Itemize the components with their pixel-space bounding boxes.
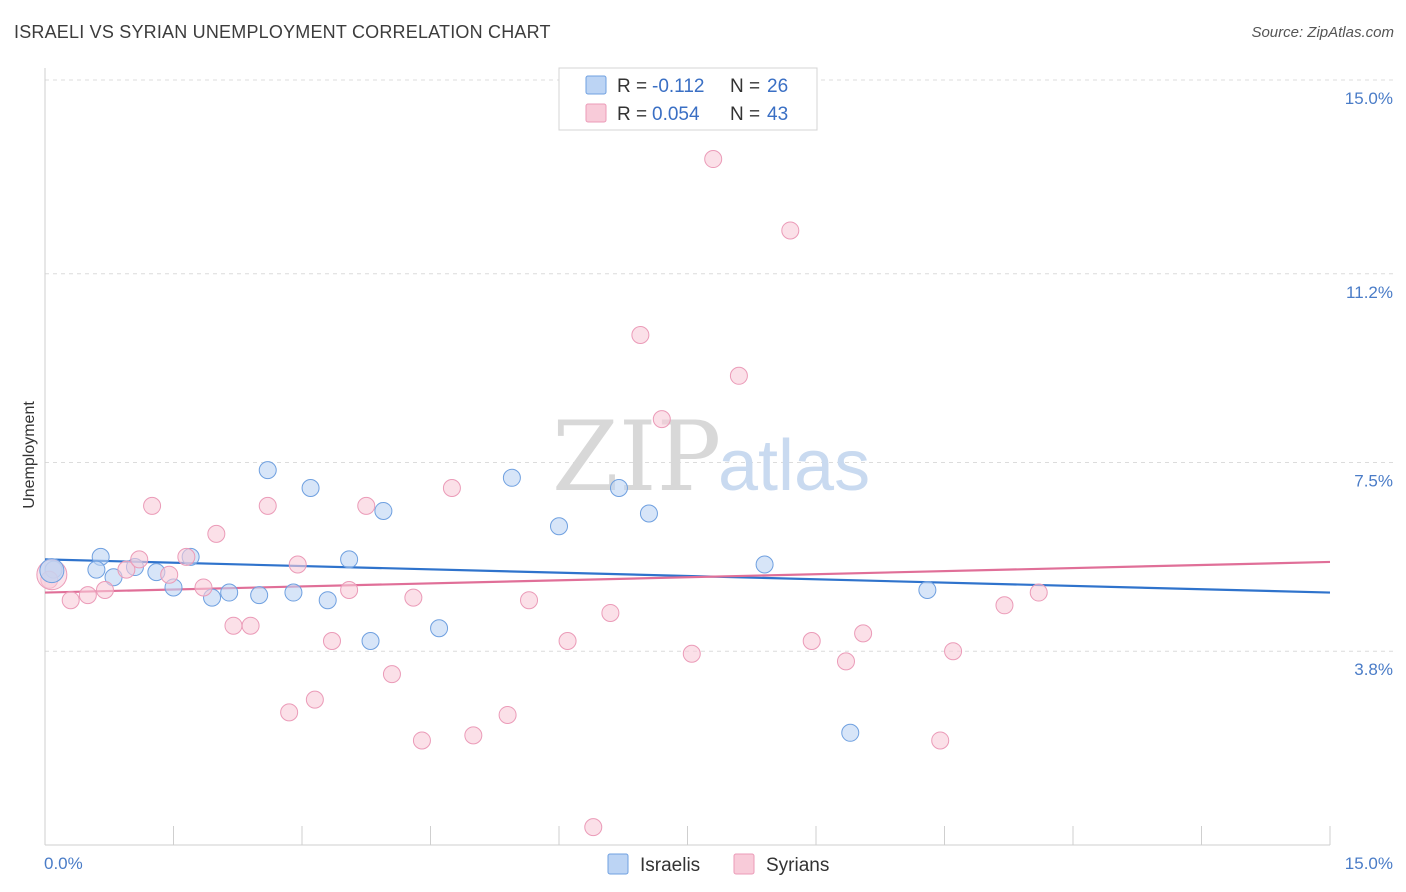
point-syrians-38 — [854, 624, 873, 643]
point-syrians-30 — [631, 326, 650, 344]
point-israelis-10 — [250, 586, 269, 605]
x-tick-labels: 0.0% 15.0% — [44, 854, 1393, 873]
y-tick-label-2: 11.2% — [1346, 283, 1393, 302]
axes — [44, 68, 1331, 846]
point-israelis-15 — [340, 550, 359, 569]
point-syrians-2 — [78, 586, 97, 605]
point-syrians-1 — [61, 591, 80, 610]
point-syrians-12 — [241, 616, 260, 635]
chart-title: ISRAELI VS SYRIAN UNEMPLOYMENT CORRELATI… — [14, 22, 551, 42]
point-syrians-20 — [382, 665, 401, 684]
point-syrians-4 — [117, 560, 136, 579]
point-syrians-13 — [258, 496, 277, 515]
x-tick-label-1: 15.0% — [1345, 854, 1393, 873]
point-syrians-14 — [280, 703, 299, 722]
point-syrians-18 — [340, 581, 359, 599]
point-syrians-16 — [305, 690, 324, 709]
point-syrians-17 — [322, 632, 341, 650]
legend-r-label-syrians: R = — [617, 104, 647, 125]
point-syrians-24 — [464, 726, 483, 745]
point-israelis-22 — [639, 504, 658, 523]
point-syrians-39 — [931, 731, 950, 750]
point-syrians-37 — [836, 652, 855, 671]
point-syrians-32 — [682, 644, 701, 663]
y-tick-label-0: 3.8% — [1354, 660, 1393, 679]
chart-source: Source: ZipAtlas.com — [1251, 24, 1394, 41]
point-israelis-18 — [430, 619, 449, 638]
point-syrians-21 — [404, 588, 423, 607]
legend-n-label-israelis: N = — [730, 76, 760, 97]
point-syrians-7 — [160, 565, 179, 584]
bottom-legend-swatch-syrians — [733, 853, 755, 875]
point-syrians-29 — [601, 603, 620, 622]
point-syrians-8 — [177, 547, 196, 566]
legend-r-value-israelis: -0.112 — [652, 76, 704, 97]
point-syrians-23 — [442, 479, 461, 497]
cluster-point-israelis — [39, 558, 65, 584]
y-tick-labels: 3.8% 7.5% 11.2% 15.0% — [1345, 89, 1393, 679]
y-tick-label-3: 15.0% — [1345, 89, 1393, 108]
point-israelis-21 — [609, 479, 628, 497]
point-israelis-23 — [755, 555, 774, 574]
bottom-legend-label-israelis: Israelis — [640, 855, 700, 876]
point-israelis-14 — [318, 591, 337, 610]
legend-r-value-syrians: 0.054 — [652, 104, 700, 125]
legend-r-label-israelis: R = — [617, 76, 647, 97]
trend-line-israelis — [44, 558, 1331, 594]
point-israelis-16 — [361, 632, 380, 650]
watermark-atlas: atlas — [718, 426, 870, 506]
point-israelis-20 — [550, 517, 568, 536]
point-israelis-19 — [502, 468, 521, 487]
point-israelis-2 — [87, 560, 106, 579]
point-israelis-25 — [918, 581, 937, 599]
point-syrians-10 — [207, 524, 226, 543]
point-syrians-15 — [288, 555, 307, 574]
legend-n-value-syrians: 43 — [767, 104, 788, 125]
point-syrians-25 — [498, 705, 517, 724]
point-israelis-24 — [841, 723, 860, 742]
y-axis-title: Unemployment — [21, 401, 38, 509]
point-syrians-31 — [652, 410, 671, 429]
watermark: ZIP atlas — [552, 401, 870, 513]
point-israelis-9 — [220, 583, 239, 602]
point-syrians-27 — [558, 632, 577, 650]
point-israelis-12 — [284, 583, 303, 602]
legend: R = -0.112 N = 26 R = 0.054 N = 43 — [558, 67, 818, 131]
legend-swatch-syrians — [585, 103, 607, 123]
x-tick-label-0: 0.0% — [44, 854, 83, 873]
point-syrians-26 — [520, 591, 539, 610]
point-israelis-17 — [374, 501, 393, 520]
trend-lines — [44, 558, 1331, 594]
point-syrians-40 — [944, 642, 963, 661]
point-syrians-41 — [995, 596, 1014, 615]
point-syrians-35 — [781, 221, 800, 240]
point-syrians-9 — [194, 578, 213, 597]
point-syrians-5 — [130, 550, 149, 569]
data-points — [36, 150, 1048, 837]
point-syrians-3 — [95, 581, 114, 599]
bottom-legend: Israelis Syrians — [607, 853, 829, 876]
legend-n-label-syrians: N = — [730, 104, 760, 125]
bottom-legend-label-syrians: Syrians — [766, 855, 829, 876]
point-israelis-11 — [258, 461, 277, 480]
point-israelis-13 — [301, 479, 320, 497]
point-syrians-34 — [729, 366, 748, 385]
bottom-legend-swatch-israelis — [607, 853, 629, 875]
legend-swatch-israelis — [585, 75, 607, 95]
point-syrians-19 — [357, 496, 376, 515]
point-syrians-33 — [704, 150, 723, 169]
point-syrians-42 — [1029, 583, 1048, 602]
watermark-zip: ZIP — [552, 401, 721, 513]
point-syrians-36 — [802, 632, 821, 650]
y-tick-label-1: 7.5% — [1354, 472, 1393, 491]
point-syrians-22 — [412, 731, 431, 750]
point-syrians-11 — [224, 616, 243, 635]
point-syrians-6 — [143, 496, 162, 515]
point-syrians-28 — [584, 818, 603, 837]
legend-n-value-israelis: 26 — [767, 76, 788, 97]
